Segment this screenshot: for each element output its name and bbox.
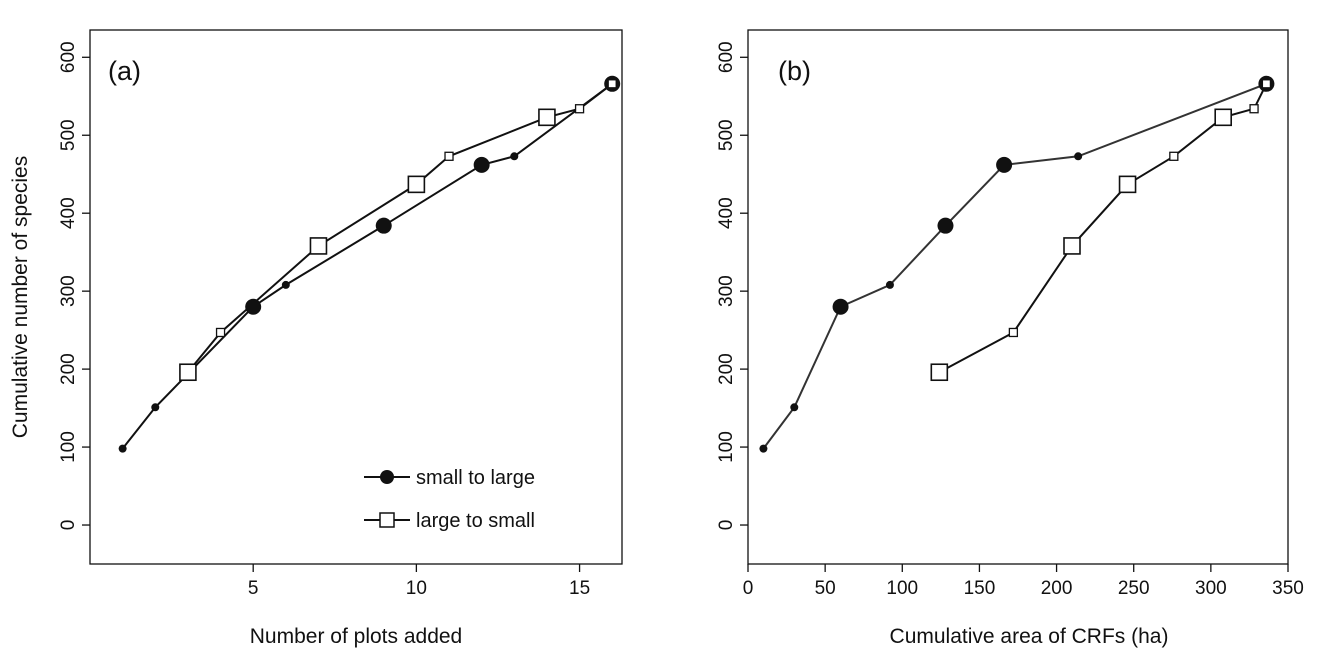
panel-a-point-small-to-large (473, 156, 490, 173)
panel-a-point-large-to-small (444, 151, 454, 161)
panel-b-point-large-to-small (930, 363, 949, 382)
legend-marker-small-to-large (380, 470, 394, 484)
panel-a-x-tick-label: 10 (406, 578, 427, 599)
panel-b-x-tick-label: 300 (1195, 578, 1227, 599)
panel-a-point-small-to-large (510, 152, 519, 161)
panel-b-y-tick-label: 500 (716, 119, 737, 151)
panel-b: (b) Cumulative area of CRFs (ha) 0 50 100 1… (716, 29, 1304, 648)
panel-b-y-tick-label: 600 (716, 41, 737, 73)
panel-b-point-small-to-large (1074, 152, 1083, 161)
panel-a-series-line-small-to-large (121, 82, 613, 450)
panel-a-y-tick-label: 0 (58, 520, 79, 531)
panel-a-point-small-to-large (118, 444, 127, 453)
panel-a-markers (118, 75, 621, 453)
panel-b-series-line-small-to-large (762, 82, 1267, 450)
panel-b-point-large-to-small (1008, 327, 1019, 338)
panel-b-point-large-to-small (1249, 104, 1259, 114)
panel-a-series-line-large-to-small (187, 83, 613, 373)
panel-a-point-small-to-large (375, 217, 392, 234)
panel-b-series-line-large-to-small (938, 83, 1268, 374)
panel-b-y-tick-label: 100 (716, 431, 737, 463)
panel-b-x-tick-label: 100 (886, 578, 918, 599)
legend-label-large-to-small: large to small (416, 510, 535, 532)
panel-b-y-tick-label: 400 (716, 197, 737, 229)
panel-b-point-small-to-large (996, 156, 1013, 173)
legend: small to large large to small (364, 467, 535, 532)
panel-b-point-small-to-large (885, 280, 894, 289)
panel-a-x-axis-title: Number of plots added (250, 625, 462, 648)
panel-a-point-large-to-small (407, 175, 426, 194)
panel-b-x-tick-label: 50 (815, 578, 836, 599)
panel-a-y-axis: 0 100 200 300 400 500 600 (58, 41, 90, 530)
panel-b-lines (762, 82, 1268, 450)
panel-b-x-tick-label: 350 (1272, 578, 1304, 599)
panel-b-x-axis-title: Cumulative area of CRFs (ha) (890, 625, 1169, 648)
panel-b-point-large-to-small (1214, 108, 1232, 127)
panel-a-x-tick-label: 15 (569, 578, 590, 599)
panel-a-y-tick-label: 600 (58, 41, 79, 73)
panel-a-y-tick-label: 100 (58, 431, 79, 463)
panel-b-markers (759, 75, 1275, 453)
panel-b-point-small-to-large (759, 444, 768, 453)
legend-marker-large-to-small (379, 512, 395, 528)
panel-b-x-tick-label: 250 (1118, 578, 1150, 599)
panel-a: (a) Number of plots added Cumulative num… (9, 29, 623, 648)
panel-a-point-large-to-small (309, 237, 328, 255)
panel-b-x-tick-label: 150 (964, 578, 996, 599)
panel-a-y-tick-label: 300 (58, 275, 79, 307)
panel-b-point-large-to-small (1118, 175, 1137, 194)
panel-a-y-tick-label: 500 (58, 119, 79, 151)
panel-b-point-small-to-large (937, 217, 954, 234)
panel-a-point-small-to-large (151, 403, 160, 412)
panel-a-point-large-to-small (538, 108, 556, 127)
panel-a-plot-box (89, 29, 623, 565)
panel-a-x-axis: 5 10 15 (248, 564, 590, 599)
panel-b-point-large-to-small (1063, 237, 1081, 255)
panel-b-y-axis: 0 100 200 300 400 500 600 (716, 41, 748, 530)
panel-b-label: (b) (778, 56, 811, 86)
panel-b-plot-box (747, 29, 1289, 565)
panel-b-y-tick-label: 200 (716, 353, 737, 385)
panel-a-point-large-to-small (215, 327, 226, 338)
panel-a-y-tick-label: 400 (58, 197, 79, 229)
panel-a-x-tick-label: 5 (248, 578, 259, 599)
panel-a-point-large-to-small (574, 104, 585, 114)
panel-a-y-axis-title: Cumulative number of species (9, 156, 32, 438)
panel-b-x-tick-label: 200 (1041, 578, 1073, 599)
panel-a-lines (121, 82, 613, 450)
legend-label-small-to-large: small to large (416, 467, 535, 489)
panel-b-y-tick-label: 0 (716, 520, 737, 531)
panel-b-x-tick-label: 0 (743, 578, 754, 599)
panel-a-point-large-to-small (179, 363, 197, 382)
panel-a-point-small-to-large (245, 298, 262, 315)
panel-b-x-axis: 0 50 100 150 200 250 300 350 (743, 564, 1304, 599)
panel-a-point-large-to-small (607, 79, 617, 89)
panel-a-y-tick-label: 200 (58, 353, 79, 385)
panel-b-point-large-to-small (1169, 151, 1179, 161)
panel-a-label: (a) (108, 56, 141, 86)
panel-b-point-large-to-small (1261, 79, 1272, 89)
panel-b-point-small-to-large (790, 403, 799, 412)
panel-a-point-small-to-large (281, 280, 290, 289)
panel-b-y-tick-label: 300 (716, 275, 737, 307)
panel-b-point-small-to-large (832, 298, 849, 315)
